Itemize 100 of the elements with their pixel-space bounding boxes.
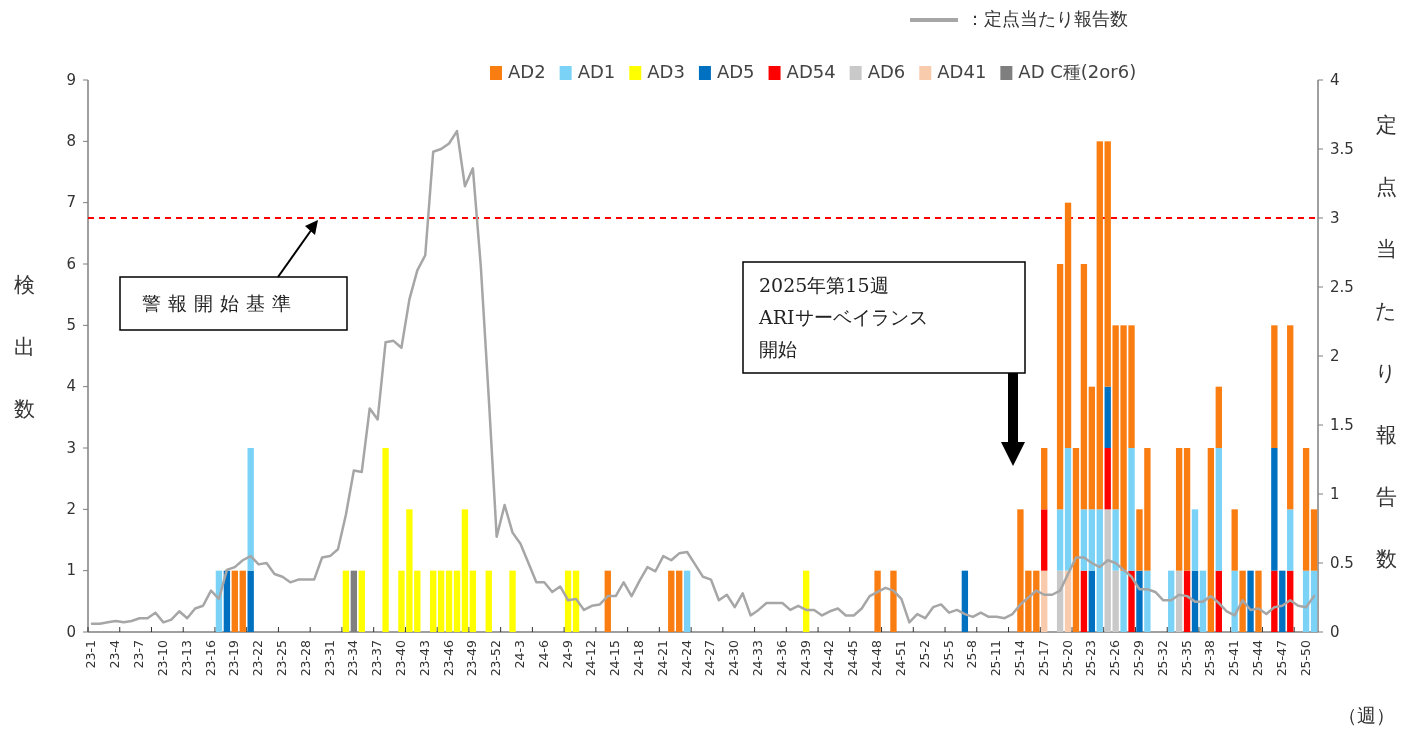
x-tick-label: 25-26 [1107,639,1123,677]
legend-label: AD54 [786,61,836,82]
annotation: 開始 [759,338,797,360]
bar [1088,570,1096,632]
x-tick-label: 25-47 [1273,640,1289,677]
bar [1112,509,1119,571]
bar [1064,202,1072,448]
bar [247,448,254,571]
x-tick-label: 25-32 [1154,640,1170,677]
x-tick-label: 25-50 [1297,639,1313,677]
x-tick-label: 24-30 [726,639,742,677]
x-tick-label: 24-39 [797,639,813,677]
y-tick-label: 6 [66,254,76,273]
bar [445,570,453,632]
bar [461,509,469,632]
bar [668,570,675,632]
x-tick-label: 23-4 [107,639,123,669]
y2-tick-label: 3 [1330,208,1340,227]
bar [1041,509,1048,571]
y2-tick-label: 1.5 [1330,415,1354,434]
text: 検出数 [13,273,35,421]
bar [509,570,516,632]
bar [1056,264,1064,510]
y-tick-label: 5 [66,315,76,334]
x-tick-label: 24-6 [535,639,551,669]
bar [1128,570,1135,632]
bar [1255,570,1262,632]
x-tick-label: 24-12 [583,640,599,677]
y-tick-label: 4 [66,377,76,396]
y-tick-label: 1 [66,561,76,580]
x-tick-label: 24-36 [773,639,789,677]
x-tick-label: 25-11 [988,640,1004,677]
bar [1128,448,1135,571]
y-tick-label: 9 [66,70,76,89]
bar [1041,448,1048,510]
bar [485,570,492,632]
x-tick-label: 23-28 [297,639,313,677]
bar [1072,448,1080,632]
x-tick-label: 24-9 [559,639,575,669]
x-tick-label: 23-40 [392,639,408,677]
bar [1080,570,1088,632]
legend-label: AD5 [716,61,755,82]
x-tick-label: 24-18 [631,639,647,677]
x-tick-label: 24-15 [607,640,623,677]
bar [437,570,445,632]
bar [1239,570,1246,632]
y2-tick-label: 4 [1330,70,1340,89]
x-tick-label: 25-8 [964,639,980,669]
x-tick-label: 23-49 [464,639,480,677]
bar [1104,448,1111,510]
bar [1096,509,1103,632]
x-tick-label: 25-17 [1035,640,1051,677]
bar [961,570,969,632]
x-tick-label: 23-52 [488,640,504,677]
bar [1080,264,1088,510]
bar [1271,448,1278,571]
legend-label: AD1 [577,61,616,82]
x-tick-label: 25-44 [1249,639,1265,677]
legend-label: AD C種(2or6) [1018,61,1137,82]
bar [874,570,881,632]
x-tick-label: 24-42 [821,640,837,677]
legend-label: ：定点当たり報告数 [966,8,1128,29]
x-tick-label: 23-25 [273,640,289,677]
x-tick-label: 23-13 [178,640,194,677]
x-tick-label: 24-48 [869,639,885,677]
x-tick-label: 23-7 [131,640,147,669]
bar [469,570,477,632]
bar [604,570,611,632]
x-tick-label: 25-20 [1059,639,1075,677]
legend-label: AD41 [937,61,987,82]
y2-tick-label: 0 [1330,622,1340,641]
text: 定点当たり報告数 [1375,113,1397,571]
x-tick-label: 23-31 [321,640,337,677]
bar [1064,448,1072,571]
x-tick-label: 25-5 [940,640,956,669]
x-tick-label: 25-14 [1011,639,1027,677]
x-tick-label: 25-38 [1202,639,1218,677]
y2-tick-label: 2 [1330,346,1340,365]
x-tick-label: 23-22 [250,640,266,677]
y2-tick-label: 2.5 [1330,277,1354,296]
bar [802,570,810,632]
x-tick-label: 25-23 [1083,640,1099,677]
x-tick-label: 24-27 [702,640,718,677]
bar [1056,509,1064,571]
annotation: 警報開始基準 [142,292,298,314]
bar [1120,570,1127,632]
x-tick-label: 23-37 [369,640,385,677]
bar [1183,570,1191,632]
x-axis-title: （週） [1338,704,1395,726]
bar [247,570,254,632]
bar [430,570,437,632]
bar [1287,509,1294,571]
bar [1215,386,1222,448]
bar [231,570,238,632]
bar [1247,570,1254,632]
y-tick-label: 3 [66,438,76,457]
legend-label: AD3 [647,61,685,82]
x-tick-label: 23-43 [416,640,432,677]
x-tick-label: 23-10 [154,639,170,677]
x-tick-label: 25-29 [1130,639,1146,677]
